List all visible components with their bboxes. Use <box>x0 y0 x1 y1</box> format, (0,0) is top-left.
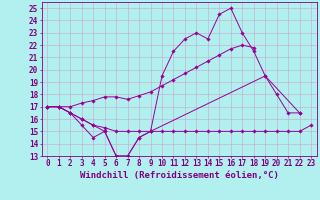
X-axis label: Windchill (Refroidissement éolien,°C): Windchill (Refroidissement éolien,°C) <box>80 171 279 180</box>
